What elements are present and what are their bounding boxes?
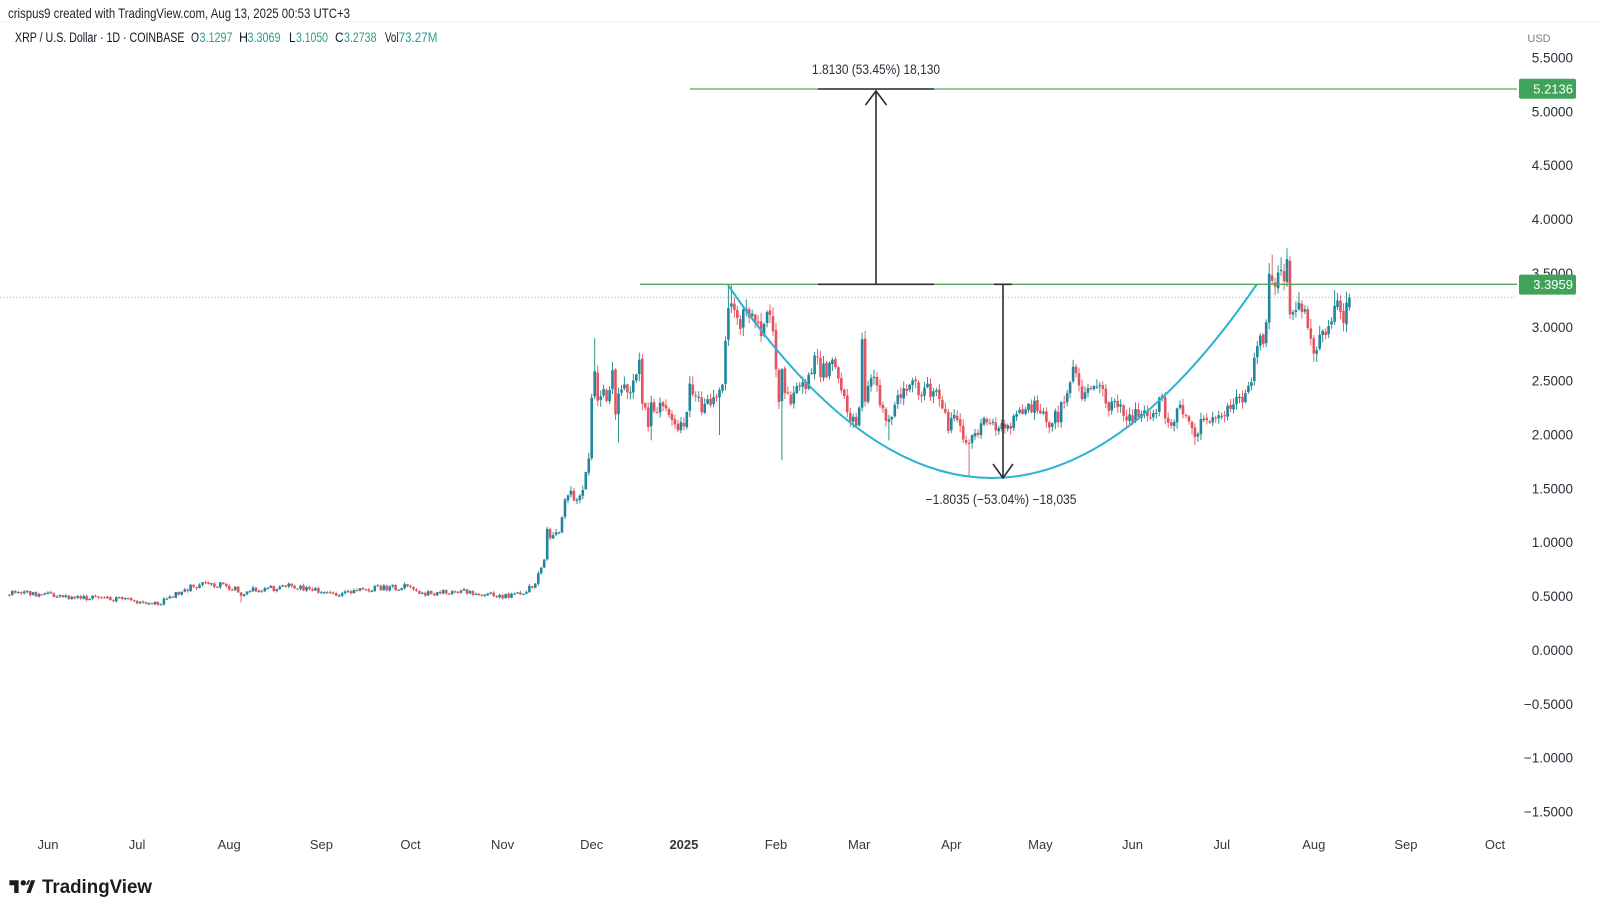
svg-text:USD: USD (1527, 33, 1550, 45)
svg-text:Mar: Mar (848, 837, 871, 852)
svg-text:1.0000: 1.0000 (1532, 535, 1573, 550)
svg-text:Jul: Jul (1213, 837, 1230, 852)
svg-text:3.2738: 3.2738 (344, 30, 377, 45)
svg-text:2.5000: 2.5000 (1532, 374, 1573, 389)
svg-text:5.2136: 5.2136 (1533, 81, 1573, 96)
svg-text:H: H (239, 30, 248, 45)
svg-text:0.0000: 0.0000 (1532, 643, 1573, 658)
svg-text:2.0000: 2.0000 (1532, 428, 1573, 443)
svg-text:0.5000: 0.5000 (1532, 589, 1573, 604)
svg-text:Nov: Nov (491, 837, 515, 852)
svg-text:5.0000: 5.0000 (1532, 104, 1573, 119)
svg-text:L: L (289, 30, 296, 45)
svg-text:1.5000: 1.5000 (1532, 481, 1573, 496)
svg-text:Jun: Jun (1122, 837, 1143, 852)
svg-text:1.8130 (53.45%) 18,130: 1.8130 (53.45%) 18,130 (812, 62, 940, 77)
svg-text:3.3959: 3.3959 (1533, 277, 1573, 292)
svg-text:2025: 2025 (669, 837, 698, 852)
svg-text:crispus9 created with TradingV: crispus9 created with TradingView.com, A… (8, 5, 350, 21)
svg-text:3.0000: 3.0000 (1532, 320, 1573, 335)
svg-text:3.1297: 3.1297 (200, 30, 233, 45)
svg-text:XRP / U.S. Dollar · 1D · COINB: XRP / U.S. Dollar · 1D · COINBASE (15, 30, 185, 45)
svg-text:Aug: Aug (1302, 837, 1325, 852)
svg-text:Apr: Apr (941, 837, 962, 852)
svg-text:TradingView: TradingView (42, 877, 152, 898)
svg-text:Feb: Feb (765, 837, 787, 852)
svg-text:3.3069: 3.3069 (248, 30, 281, 45)
svg-text:Jun: Jun (38, 837, 59, 852)
svg-text:5.5000: 5.5000 (1532, 51, 1573, 66)
svg-text:Sep: Sep (1394, 837, 1417, 852)
svg-text:Jul: Jul (129, 837, 146, 852)
svg-text:O: O (191, 30, 199, 45)
svg-text:Sep: Sep (310, 837, 333, 852)
svg-text:4.0000: 4.0000 (1532, 212, 1573, 227)
svg-text:−1.8035 (−53.04%) −18,035: −1.8035 (−53.04%) −18,035 (926, 492, 1077, 507)
svg-text:Oct: Oct (400, 837, 421, 852)
svg-text:−1.0000: −1.0000 (1524, 751, 1573, 766)
svg-text:−1.5000: −1.5000 (1524, 805, 1573, 820)
svg-text:Aug: Aug (218, 837, 241, 852)
svg-text:4.5000: 4.5000 (1532, 158, 1573, 173)
svg-text:Vol: Vol (385, 30, 399, 45)
svg-text:May: May (1028, 837, 1053, 852)
svg-text:3.1050: 3.1050 (296, 30, 328, 45)
svg-text:−0.5000: −0.5000 (1524, 697, 1573, 712)
svg-text:Dec: Dec (580, 837, 604, 852)
svg-text:C: C (335, 30, 344, 45)
svg-text:Oct: Oct (1485, 837, 1506, 852)
svg-text:73.27M: 73.27M (399, 30, 438, 45)
